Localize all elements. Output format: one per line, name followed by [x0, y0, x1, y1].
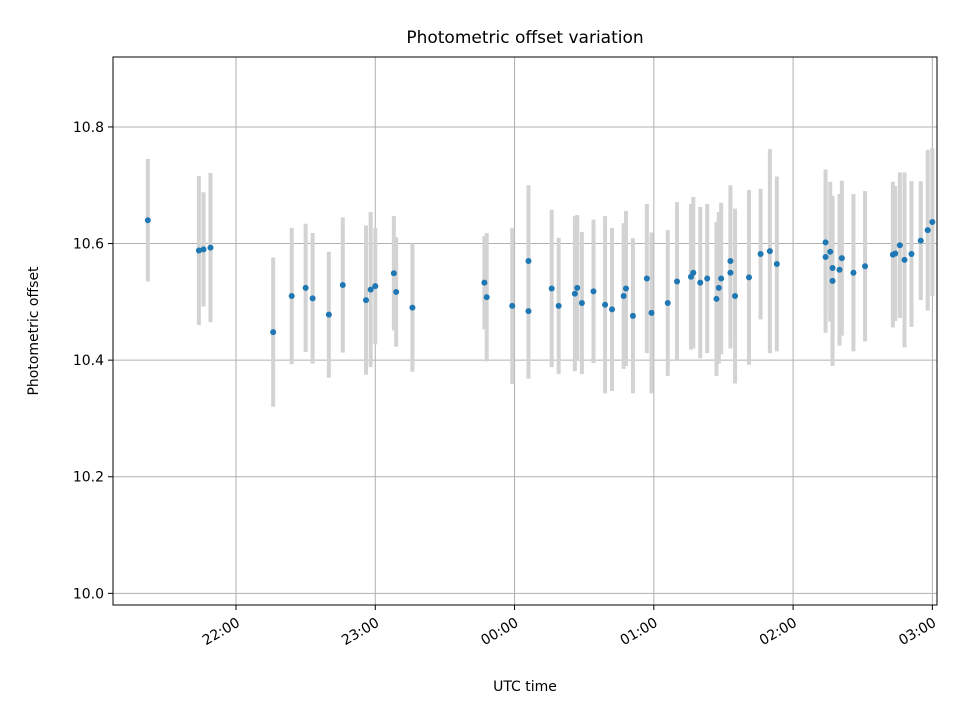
data-point — [525, 308, 532, 315]
data-point — [339, 281, 346, 288]
data-point — [620, 293, 627, 300]
data-point — [850, 269, 857, 276]
data-point — [822, 239, 829, 246]
data-point — [409, 304, 416, 311]
data-point — [836, 266, 843, 273]
data-point — [917, 237, 924, 244]
data-point — [270, 329, 277, 336]
data-point — [838, 255, 845, 262]
data-point — [690, 269, 697, 276]
data-point — [829, 265, 836, 272]
y-axis: 10.0 10.2 10.4 10.6 10.8 — [73, 120, 113, 602]
data-point — [908, 251, 915, 258]
data-point — [901, 256, 908, 263]
data-point — [827, 248, 834, 255]
data-point — [367, 286, 374, 293]
data-point — [643, 275, 650, 282]
data-point — [697, 279, 704, 286]
data-points — [144, 217, 936, 336]
data-point — [766, 248, 773, 255]
data-point — [590, 288, 597, 295]
data-point — [325, 311, 332, 318]
data-point — [509, 302, 516, 309]
data-point — [574, 284, 581, 291]
data-point — [727, 258, 734, 265]
data-point — [757, 251, 764, 258]
data-point — [862, 263, 869, 270]
data-point — [715, 284, 722, 291]
data-point — [718, 275, 725, 282]
data-point — [704, 275, 711, 282]
data-point — [602, 301, 609, 308]
data-point — [302, 284, 309, 291]
y-tick-label: 10.2 — [73, 470, 104, 486]
data-point — [745, 274, 752, 281]
data-point — [896, 242, 903, 249]
data-point — [195, 247, 202, 254]
data-point — [393, 288, 400, 295]
data-point — [144, 217, 151, 224]
data-point — [829, 277, 836, 284]
plot-frame — [112, 56, 938, 606]
data-point — [525, 258, 532, 265]
data-point — [483, 294, 490, 301]
data-point — [822, 253, 829, 260]
data-point — [288, 293, 295, 300]
y-axis-label: Photometric offset — [26, 266, 42, 396]
data-point — [309, 295, 316, 302]
data-point — [929, 218, 936, 225]
chart-title: Photometric offset variation — [406, 28, 643, 48]
data-point — [548, 285, 555, 292]
data-point — [727, 269, 734, 276]
data-point — [363, 297, 370, 304]
data-point — [571, 290, 578, 297]
data-point — [372, 283, 379, 290]
data-point — [629, 312, 636, 319]
data-point — [892, 250, 899, 257]
data-point — [622, 285, 629, 292]
data-point — [648, 309, 655, 316]
data-point — [664, 300, 671, 307]
data-point — [555, 302, 562, 309]
data-point — [578, 300, 585, 307]
plot-area — [113, 57, 937, 605]
y-tick-label: 10.8 — [73, 120, 104, 136]
data-point — [207, 244, 214, 251]
data-point — [674, 278, 681, 285]
y-tick-label: 10.6 — [73, 237, 104, 253]
data-point — [609, 306, 616, 313]
data-point — [390, 270, 397, 277]
data-point — [713, 295, 720, 302]
data-point — [732, 293, 739, 300]
data-point — [200, 246, 207, 253]
y-tick-label: 10.0 — [73, 586, 104, 602]
data-point — [924, 227, 931, 234]
y-tick-label: 10.4 — [73, 353, 104, 369]
x-axis-label: UTC time — [493, 679, 557, 695]
data-point — [773, 260, 780, 267]
data-point — [481, 279, 488, 286]
